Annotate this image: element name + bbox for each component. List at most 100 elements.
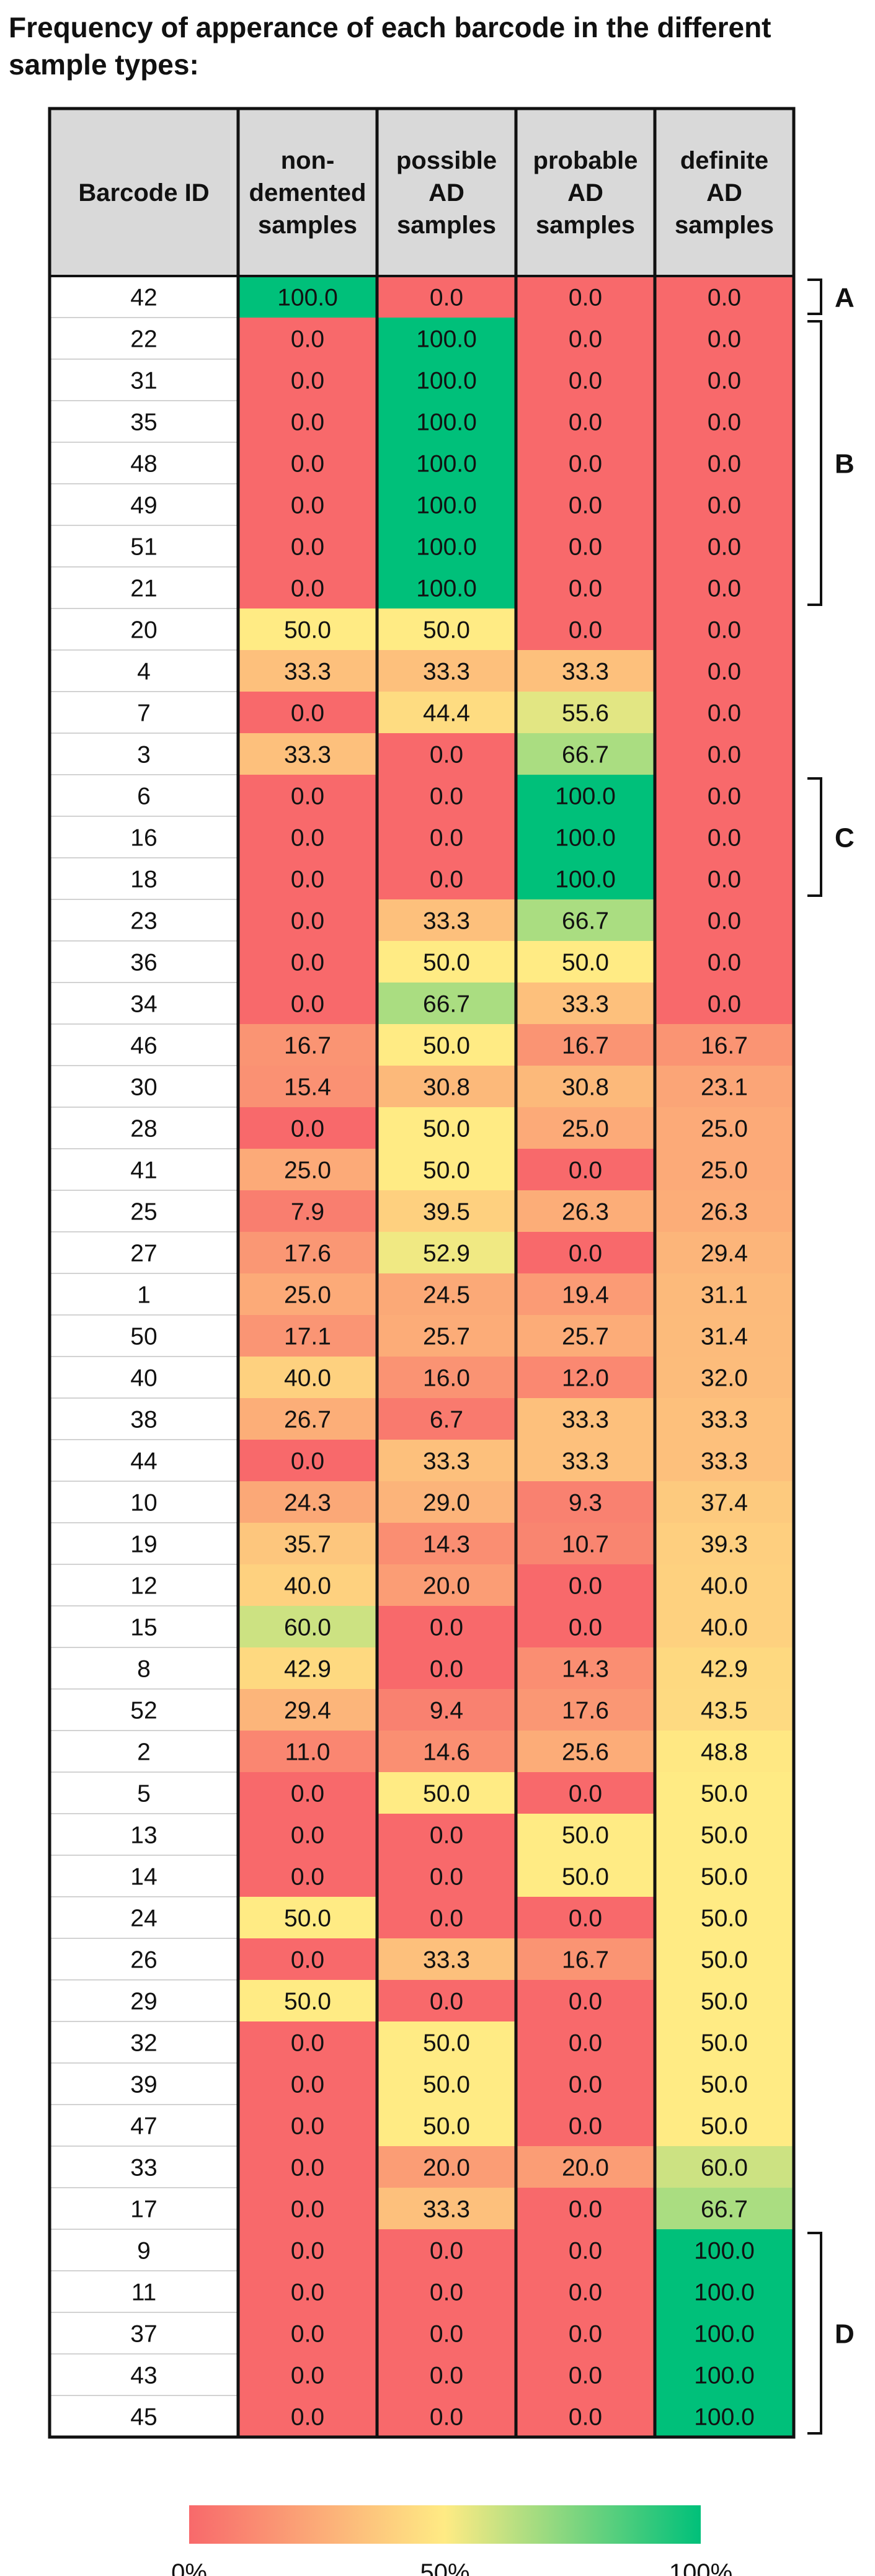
heatmap-cell [516, 1814, 655, 1855]
cell-value-label: 0.0 [291, 2363, 324, 2389]
heatmap-cell [516, 608, 655, 650]
cell-value-label: 0.0 [708, 950, 741, 976]
heatmap-cell [655, 2105, 794, 2146]
cell-value-label: 0.0 [569, 1573, 602, 1600]
heatmap-cell [238, 359, 377, 401]
row-id-label: 2 [137, 1739, 151, 1766]
cell-value-label: 16.7 [284, 1033, 331, 1059]
row-id-label: 50 [130, 1324, 157, 1350]
cell-value-label: 16.7 [562, 1033, 609, 1059]
heatmap-cell [377, 2021, 516, 2063]
cell-value-label: 100.0 [694, 2404, 755, 2431]
heatmap-cell [516, 525, 655, 567]
color-scale-tick-label: 50% [420, 2559, 469, 2576]
row-id-label: 46 [130, 1033, 157, 1059]
heatmap-cell [655, 608, 794, 650]
cell-value-label: 50.0 [284, 1989, 331, 2015]
cell-value-label: 0.0 [291, 908, 324, 935]
heatmap-cell [655, 1606, 794, 1647]
cell-value-label: 0.0 [291, 2196, 324, 2223]
cell-value-label: 50.0 [423, 1033, 470, 1059]
heatmap-cell [377, 1315, 516, 1357]
heatmap-cell [377, 650, 516, 692]
heatmap-cell [377, 1855, 516, 1897]
heatmap-cell [377, 1772, 516, 1814]
cell-value-label: 50.0 [701, 1905, 748, 1932]
column-header-label: samples [536, 212, 635, 239]
cell-value-label: 0.0 [291, 326, 324, 353]
cell-value-label: 0.0 [430, 2321, 463, 2348]
cell-value-label: 50.0 [701, 1822, 748, 1849]
heatmap-cell [516, 1772, 655, 1814]
heatmap-cell [516, 1315, 655, 1357]
cell-value-label: 25.7 [423, 1324, 470, 1350]
heatmap-cell [377, 608, 516, 650]
row-id-label: 18 [130, 867, 157, 893]
row-id-label: 29 [130, 1989, 157, 2015]
heatmap-cell [516, 401, 655, 442]
cell-value-label: 26.3 [562, 1199, 609, 1226]
row-id-label: 5 [137, 1781, 151, 1807]
cell-value-label: 0.0 [291, 492, 324, 519]
cell-value-label: 31.4 [701, 1324, 748, 1350]
heatmap-cell [377, 525, 516, 567]
row-id-cell [49, 2229, 239, 2271]
heatmap-cell [377, 1897, 516, 1938]
cell-value-label: 60.0 [701, 2155, 748, 2182]
heatmap-cell [377, 2312, 516, 2354]
cell-value-label: 100.0 [416, 492, 477, 519]
heatmap-cell [655, 1107, 794, 1149]
cell-value-label: 0.0 [569, 368, 602, 394]
cell-value-label: 0.0 [291, 825, 324, 852]
cell-value-label: 100.0 [416, 326, 477, 353]
row-id-label: 12 [130, 1573, 157, 1600]
cell-value-label: 0.0 [430, 2404, 463, 2431]
cell-value-label: 0.0 [291, 576, 324, 602]
row-id-cell [49, 525, 239, 568]
heatmap-cell [238, 1731, 377, 1772]
row-id-cell [49, 899, 239, 942]
cell-value-label: 26.3 [701, 1199, 748, 1226]
heatmap-cell [655, 484, 794, 525]
heatmap-cell [377, 2396, 516, 2437]
group-bracket [807, 777, 822, 897]
heatmap-cell [516, 1938, 655, 1980]
cell-value-label: 50.0 [701, 2072, 748, 2098]
cell-value-label: 0.0 [291, 1864, 324, 1891]
column-header-label: demented [249, 179, 366, 207]
cell-value-label: 0.0 [569, 2363, 602, 2389]
row-id-cell [49, 1647, 239, 1690]
cell-value-label: 48.8 [701, 1739, 748, 1766]
cell-value-label: 50.0 [701, 2030, 748, 2057]
row-id-cell [49, 442, 239, 484]
cell-value-label: 0.0 [291, 2155, 324, 2182]
cell-value-label: 50.0 [701, 1947, 748, 1974]
row-id-label: 30 [130, 1074, 157, 1101]
heatmap-cell [655, 2146, 794, 2188]
cell-value-label: 30.8 [562, 1074, 609, 1101]
heatmap-cell [655, 401, 794, 442]
heatmap-cell [377, 1689, 516, 1731]
heatmap-cell [377, 1232, 516, 1273]
cell-value-label: 9.3 [569, 1490, 602, 1517]
cell-value-label: 0.0 [430, 1864, 463, 1891]
cell-value-label: 0.0 [569, 534, 602, 561]
heatmap-cell [516, 899, 655, 941]
heatmap-cell [516, 2396, 655, 2437]
group-label: A [835, 283, 855, 313]
heatmap-cell [655, 1772, 794, 1814]
table-border [48, 107, 796, 2439]
cell-value-label: 20.0 [423, 1573, 470, 1600]
heatmap-cell [516, 1232, 655, 1273]
cell-value-label: 0.0 [708, 742, 741, 769]
heatmap-cell [655, 1897, 794, 1938]
cell-value-label: 0.0 [291, 451, 324, 478]
cell-value-label: 31.1 [701, 1282, 748, 1309]
heatmap-cell [516, 276, 655, 318]
cell-value-label: 20.0 [423, 2155, 470, 2182]
cell-value-label: 50.0 [423, 2072, 470, 2098]
heatmap-cell [516, 1149, 655, 1190]
heatmap-cell [377, 899, 516, 941]
heatmap-cell [516, 1523, 655, 1564]
column-header-label: samples [258, 212, 357, 239]
